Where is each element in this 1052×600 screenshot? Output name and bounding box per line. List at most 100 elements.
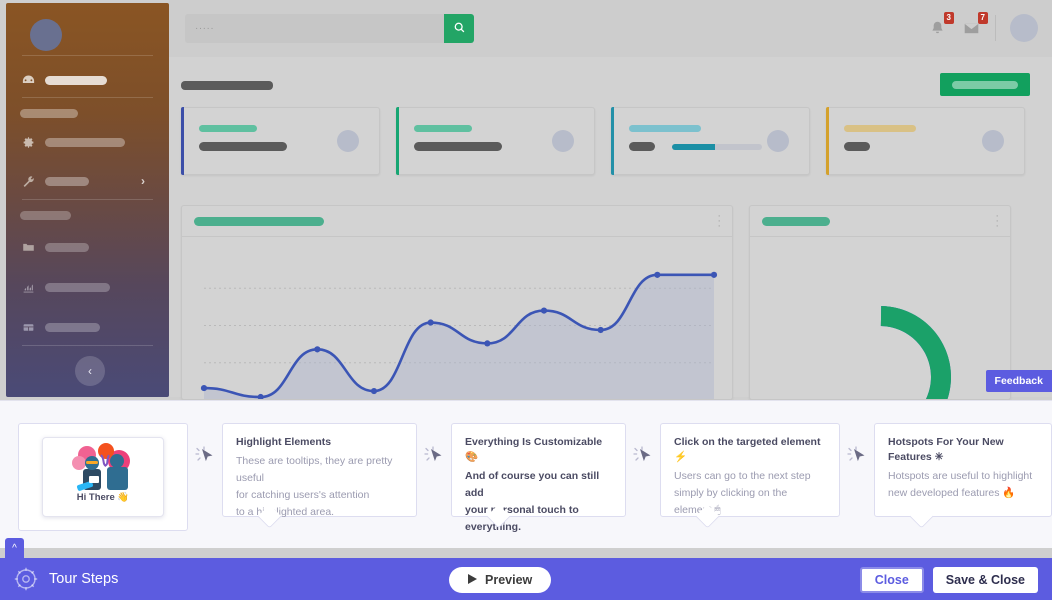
sidebar-avatar[interactable] xyxy=(30,19,62,51)
tour-step-line: to a highlighted area. xyxy=(236,506,335,519)
tour-steps-list: Hi There 👋 Highlight Elements These are … xyxy=(18,423,1052,533)
sidebar-item-label xyxy=(45,242,89,252)
tour-step-card[interactable]: Hotspots For Your New Features ✳ Hotspot… xyxy=(874,423,1052,517)
topbar: 3 7 xyxy=(169,0,1052,57)
stat-card-value xyxy=(199,142,287,151)
panel-title xyxy=(194,217,324,226)
sidebar-section-heading xyxy=(20,211,71,220)
hero-label: Hi There 👋 xyxy=(76,492,130,503)
panel-title-label: Tour Steps xyxy=(49,571,119,587)
gear-icon xyxy=(20,134,36,150)
messages-badge: 7 xyxy=(977,12,988,24)
stat-card-title xyxy=(844,125,916,132)
tour-step-card[interactable]: Highlight Elements These are tooltips, t… xyxy=(222,423,417,518)
wrench-icon xyxy=(20,173,36,189)
search-input[interactable] xyxy=(185,14,444,43)
sidebar-item-analytics[interactable] xyxy=(20,279,110,295)
sidebar-item-tables[interactable] xyxy=(20,319,100,335)
hero-modal-preview: Hi There 👋 xyxy=(42,437,164,517)
panel-header: · · · xyxy=(182,206,732,237)
dashboard-icon xyxy=(20,72,36,88)
tour-step-line: Hotspots are useful to highlight xyxy=(888,470,1033,483)
tour-step-title: Highlight Elements xyxy=(236,436,332,448)
save-and-close-button[interactable]: Save & Close xyxy=(932,567,1038,593)
tour-step-line: simply by clicking on the element 🖱 xyxy=(674,487,788,517)
chart-icon xyxy=(20,279,36,295)
sidebar-item-dashboard[interactable] xyxy=(20,72,107,88)
tour-step-title: Click on the targeted element ⚡ xyxy=(674,436,821,464)
tour-step-card[interactable]: Click on the targeted element ⚡ Users ca… xyxy=(660,423,840,517)
main-content: · · · · · · xyxy=(169,57,1052,400)
panel-header: · · · xyxy=(750,206,1010,237)
notifications-badge: 3 xyxy=(943,12,954,24)
sidebar-item-label xyxy=(45,176,89,186)
stat-card-value xyxy=(414,142,502,151)
tour-step-card[interactable]: Everything Is Customizable 🎨 And of cour… xyxy=(451,423,626,533)
tour-step-line: These are tooltips, they are pretty usef… xyxy=(236,455,393,485)
tour-step-title: Everything Is Customizable 🎨 xyxy=(465,436,603,464)
sidebar-collapse-button[interactable]: ‹ xyxy=(75,356,105,386)
panel-menu-icon[interactable]: · · · xyxy=(995,210,999,232)
welcome-illustration xyxy=(43,442,163,492)
tour-steps-strip: Hi There 👋 Highlight Elements These are … xyxy=(0,400,1052,548)
sidebar-divider xyxy=(22,199,153,200)
compass-logo-icon xyxy=(13,566,39,592)
cursor-click-icon xyxy=(417,423,451,517)
sidebar-section-label xyxy=(20,211,71,220)
stat-card-row xyxy=(181,107,1025,175)
preview-button[interactable]: Preview xyxy=(449,567,552,593)
stat-card-icon xyxy=(767,130,789,152)
sidebar-item-label xyxy=(45,282,110,292)
folder-icon xyxy=(20,239,36,255)
feedback-tab[interactable]: Feedback xyxy=(985,370,1052,392)
sidebar-item-files[interactable] xyxy=(20,239,89,255)
sidebar-item-label xyxy=(45,322,100,332)
user-avatar[interactable] xyxy=(1010,14,1038,42)
search-button[interactable] xyxy=(444,14,474,43)
donut-chart xyxy=(880,306,951,399)
topbar-divider xyxy=(995,15,996,41)
stat-card[interactable] xyxy=(611,107,810,175)
tour-step-line: And of course you can still add xyxy=(465,470,600,500)
sidebar-section-label xyxy=(20,109,78,118)
sidebar-item-tools[interactable]: › xyxy=(20,173,155,189)
topbar-actions: 3 7 xyxy=(927,12,1038,42)
panel-title xyxy=(762,217,830,226)
play-icon xyxy=(468,573,477,587)
cursor-click-icon xyxy=(188,423,222,517)
panel-menu-icon[interactable]: · · · xyxy=(717,210,721,232)
sidebar-divider xyxy=(22,97,153,98)
tour-step-line: your personal touch to everything. xyxy=(465,504,579,534)
sidebar: › ‹ xyxy=(6,3,169,397)
messages-button[interactable]: 7 xyxy=(961,12,988,38)
chevron-right-icon: › xyxy=(141,174,145,188)
grid-icon xyxy=(20,319,36,335)
tour-step-hero[interactable]: Hi There 👋 xyxy=(18,423,188,531)
stat-card-title xyxy=(414,125,472,132)
stat-card-icon xyxy=(982,130,1004,152)
sidebar-divider xyxy=(22,55,153,56)
panel-collapse-toggle[interactable]: ^ xyxy=(5,538,24,558)
close-button[interactable]: Close xyxy=(859,567,924,593)
stat-card[interactable] xyxy=(396,107,595,175)
stat-card-value xyxy=(844,142,870,151)
donut-chart-panel: · · · xyxy=(749,205,1011,400)
sidebar-item-settings[interactable] xyxy=(20,134,125,150)
line-chart xyxy=(200,271,718,399)
notifications-button[interactable]: 3 xyxy=(927,12,954,38)
page-title xyxy=(181,81,273,90)
primary-action-button[interactable] xyxy=(940,73,1030,96)
stat-card[interactable] xyxy=(826,107,1025,175)
stat-card-title xyxy=(199,125,257,132)
sidebar-item-label xyxy=(45,137,125,147)
stat-card-value xyxy=(629,142,655,151)
stat-card[interactable] xyxy=(181,107,380,175)
line-chart-panel: · · · xyxy=(181,205,733,400)
stat-card-icon xyxy=(552,130,574,152)
bottom-toolbar: Tour Steps Preview Close Save & Close xyxy=(0,558,1052,600)
stat-card-progress xyxy=(672,144,762,150)
bottom-toolbar-actions: Close Save & Close xyxy=(859,567,1038,593)
cursor-click-icon xyxy=(626,423,660,517)
sidebar-divider xyxy=(22,345,153,346)
